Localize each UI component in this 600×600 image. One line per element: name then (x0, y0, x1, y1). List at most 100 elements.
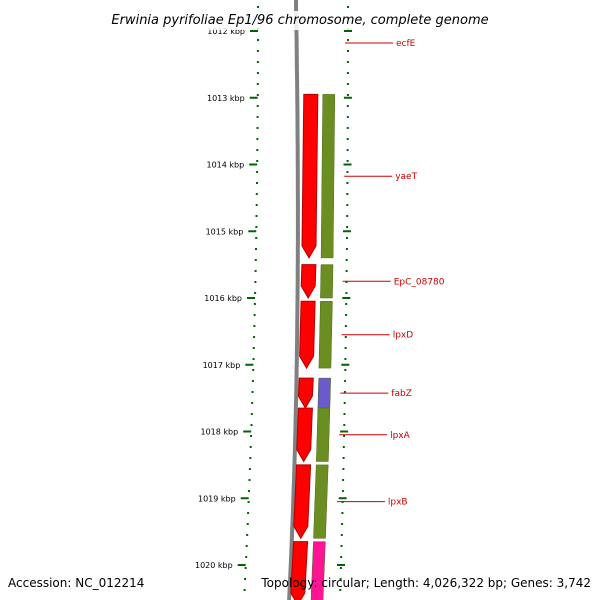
minor-tick (246, 523, 249, 525)
minor-tick (250, 435, 253, 437)
category-bar-yaeT (320, 94, 336, 259)
minor-tick (251, 402, 254, 404)
minor-tick (345, 281, 348, 283)
minor-tick (342, 468, 345, 470)
minor-tick (250, 424, 253, 426)
kbp-label: 1019 kbp (198, 494, 236, 503)
minor-tick (345, 259, 348, 261)
minor-tick (346, 94, 349, 96)
minor-tick (343, 413, 346, 415)
minor-tick (256, 50, 259, 52)
minor-tick (339, 578, 342, 580)
major-tick (344, 30, 352, 32)
major-tick (247, 297, 255, 299)
major-tick (250, 30, 258, 32)
kbp-label: 1013 kbp (207, 94, 245, 103)
major-tick (249, 163, 258, 166)
cds-arrow-lpxA (296, 407, 313, 463)
minor-tick (344, 358, 347, 360)
minor-tick (252, 347, 255, 349)
gene-label-EpC_08780: EpC_08780 (394, 277, 445, 287)
minor-tick (256, 138, 259, 140)
minor-tick (256, 171, 259, 173)
minor-tick (247, 501, 250, 503)
minor-tick (251, 391, 254, 393)
minor-tick (256, 72, 259, 74)
minor-tick (339, 589, 342, 591)
minor-tick (255, 215, 258, 217)
major-tick (343, 163, 352, 166)
minor-tick (256, 160, 259, 162)
major-tick (343, 96, 352, 99)
minor-tick (246, 534, 249, 536)
minor-tick (251, 380, 254, 382)
kbp-label: 1018 kbp (200, 428, 238, 437)
major-tick (248, 230, 257, 233)
category-bar-lpxD (318, 301, 333, 369)
minor-tick (342, 479, 345, 481)
minor-tick (339, 567, 342, 569)
category-bar-EpC_08780 (320, 264, 334, 299)
minor-tick (256, 105, 259, 107)
minor-tick (345, 314, 348, 316)
minor-tick (346, 72, 349, 74)
kbp-label: 1016 kbp (204, 294, 242, 303)
minor-tick (346, 215, 349, 217)
minor-tick (346, 138, 349, 140)
minor-tick (344, 369, 347, 371)
minor-tick (345, 270, 348, 272)
minor-tick (255, 226, 258, 228)
topology-summary: Topology: circular; Length: 4,026,322 bp… (260, 576, 591, 590)
minor-tick (342, 457, 345, 459)
major-tick (237, 564, 246, 566)
minor-tick (254, 281, 257, 283)
minor-tick (346, 182, 349, 184)
minor-tick (249, 457, 252, 459)
minor-tick (257, 6, 259, 8)
minor-tick (347, 6, 349, 8)
minor-tick (345, 303, 348, 305)
minor-tick (346, 61, 349, 63)
gene-label-lpxB: lpxB (388, 498, 408, 508)
minor-tick (256, 116, 259, 118)
major-tick (249, 96, 258, 99)
minor-tick (243, 589, 246, 591)
major-tick (245, 363, 254, 366)
minor-tick (247, 512, 250, 514)
minor-tick (257, 39, 259, 41)
minor-tick (346, 171, 349, 173)
minor-tick (250, 413, 253, 415)
kbp-label: 1017 kbp (203, 361, 241, 370)
backbone-arc (287, 0, 300, 600)
major-tick (340, 430, 349, 433)
minor-tick (255, 237, 258, 239)
minor-tick (343, 435, 346, 437)
major-tick (240, 497, 249, 500)
minor-tick (256, 61, 259, 63)
minor-tick (256, 182, 258, 184)
minor-tick (255, 248, 257, 250)
major-tick (337, 564, 345, 566)
minor-tick (346, 116, 349, 118)
gene-label-fabZ: fabZ (391, 389, 412, 399)
kbp-label: 1015 kbp (206, 227, 244, 236)
minor-tick (342, 446, 345, 448)
minor-tick (256, 94, 259, 96)
minor-tick (254, 270, 257, 272)
minor-tick (341, 523, 344, 525)
minor-tick (256, 149, 259, 151)
minor-tick (344, 325, 347, 327)
map-layer: 1012 kbp 1013 kbp 1014 kbp 1015 kbp 1016 kbp… (195, 0, 445, 600)
minor-tick (343, 391, 346, 393)
gene-label-ecfE: ecfE (396, 39, 416, 49)
kbp-label: 1014 kbp (206, 161, 244, 170)
minor-tick (346, 204, 349, 206)
cds-arrow-EpC_08780 (300, 264, 317, 299)
minor-tick (341, 490, 344, 492)
minor-tick (346, 83, 349, 85)
minor-tick (249, 446, 252, 448)
gene-label-lpxD: lpxD (393, 331, 414, 341)
minor-tick (341, 512, 344, 514)
minor-tick (346, 160, 349, 162)
